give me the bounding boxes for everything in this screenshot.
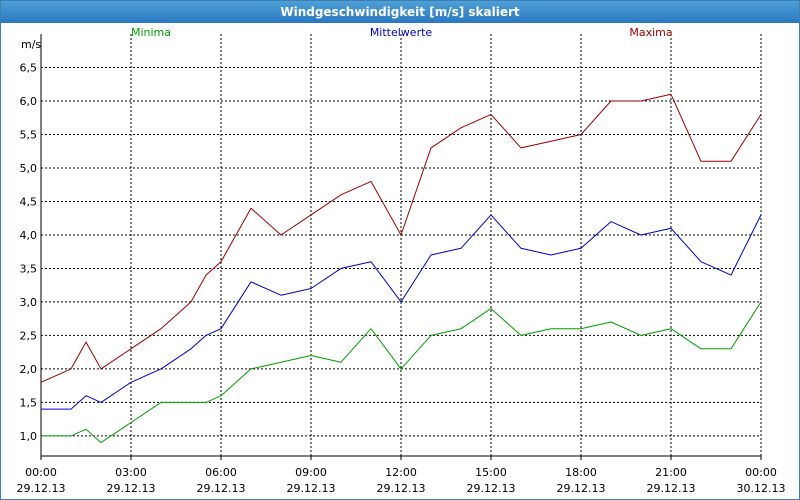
x-tick-time-label: 00:00 bbox=[25, 466, 57, 479]
series-lines bbox=[40, 93, 762, 444]
y-tick-label: 5,5 bbox=[20, 128, 38, 141]
series-line-minima bbox=[41, 301, 762, 444]
x-tick-date-label: 29.12.13 bbox=[17, 482, 66, 495]
y-tick-label: 2,5 bbox=[20, 329, 38, 342]
window-title: Windgeschwindigkeit [m/s] skaliert bbox=[1, 1, 799, 23]
x-tick-date-label: 29.12.13 bbox=[107, 482, 156, 495]
y-tick-label: 4,0 bbox=[20, 229, 38, 242]
y-tick-label: 6,5 bbox=[20, 61, 38, 74]
x-tick-time-label: 21:00 bbox=[655, 466, 687, 479]
x-tick-date-label: 29.12.13 bbox=[467, 482, 516, 495]
x-tick-date-label: 29.12.13 bbox=[557, 482, 606, 495]
legend-mittelwerte: Mittelwerte bbox=[370, 26, 433, 39]
x-tick-date-label: 29.12.13 bbox=[197, 482, 246, 495]
x-tick-date-label: 29.12.13 bbox=[287, 482, 336, 495]
x-tick-time-label: 03:00 bbox=[115, 466, 147, 479]
legend-minima: Minima bbox=[131, 26, 171, 39]
y-tick-label: 5,0 bbox=[20, 162, 38, 175]
legend: Minima Mittelwerte Maxima bbox=[131, 26, 673, 39]
grid bbox=[41, 34, 762, 456]
y-tick-label: 3,0 bbox=[20, 296, 38, 309]
series-line-mittelwerte bbox=[41, 214, 762, 410]
axes: 1,0 1,5 2,0 2,5 3,0 3,5 4,0 4,5 5,0 5,5 6,0 6,5 00:0… bbox=[17, 34, 786, 495]
wind-speed-chart: 1,0 1,5 2,0 2,5 3,0 3,5 4,0 4,5 5,0 5,5 6,0 6,5 00:0… bbox=[17, 26, 786, 495]
x-tick-time-label: 12:00 bbox=[385, 466, 417, 479]
y-axis-label: m/s bbox=[21, 38, 41, 51]
x-tick-time-label: 00:00 bbox=[745, 466, 777, 479]
legend-maxima: Maxima bbox=[629, 26, 672, 39]
x-tick-date-label: 30.12.13 bbox=[737, 482, 786, 495]
series-line-maxima bbox=[40, 93, 762, 383]
y-tick-label: 1,5 bbox=[20, 396, 38, 409]
y-tick-label: 2,0 bbox=[20, 363, 38, 376]
y-tick-label: 6,0 bbox=[20, 95, 38, 108]
x-tick-time-label: 15:00 bbox=[475, 466, 507, 479]
x-tick-time-label: 09:00 bbox=[295, 466, 327, 479]
x-tick-date-label: 29.12.13 bbox=[647, 482, 696, 495]
y-tick-label: 4,5 bbox=[20, 195, 38, 208]
x-tick-time-label: 18:00 bbox=[565, 466, 597, 479]
x-tick-date-label: 29.12.13 bbox=[377, 482, 426, 495]
x-tick-time-label: 06:00 bbox=[205, 466, 237, 479]
y-tick-label: 3,5 bbox=[20, 262, 38, 275]
y-tick-label: 1,0 bbox=[20, 430, 38, 443]
